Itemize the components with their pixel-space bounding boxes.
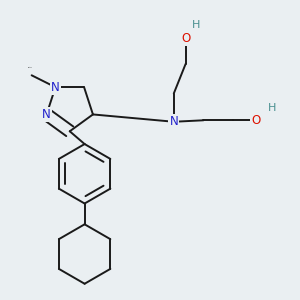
- Text: O: O: [181, 32, 190, 45]
- Text: methyl: methyl: [28, 67, 33, 68]
- Text: O: O: [251, 114, 260, 127]
- Text: N: N: [169, 115, 178, 128]
- Text: N: N: [42, 108, 51, 121]
- Text: H: H: [268, 103, 276, 113]
- Text: N: N: [51, 81, 60, 94]
- Text: H: H: [192, 20, 200, 30]
